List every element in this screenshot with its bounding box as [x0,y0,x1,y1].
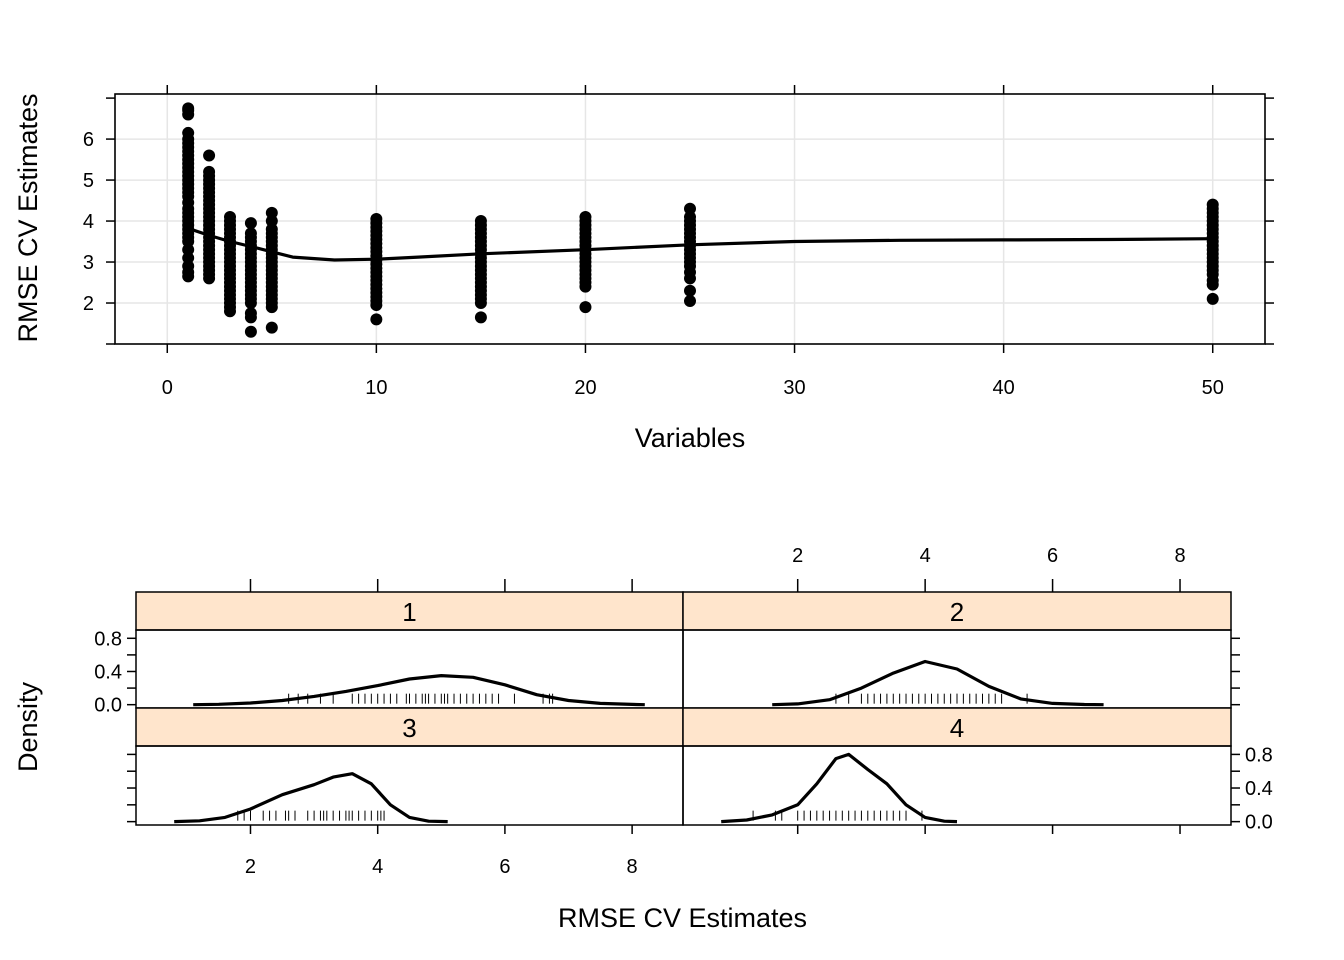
plot-frame [114,93,1266,345]
strip-background [135,591,684,631]
rug [835,693,1028,704]
x-tick-label: 40 [993,377,1015,399]
data-point [265,321,278,334]
y-tick-label-right: 0.8 [1245,744,1273,766]
x-axis-title: RMSE CV Estimates [558,903,807,933]
density-curve [772,659,1104,707]
panel-frame [682,745,1232,826]
panel-2: 2 [682,591,1232,709]
x-tick-label-top: 6 [1047,545,1058,567]
density-curve [193,674,645,707]
point-series [182,102,1219,338]
data-point [684,202,696,215]
data-point [182,108,195,121]
data-point [224,305,236,318]
y-tick-label: 0.8 [94,628,122,650]
scatter-plot: 0 10 20 30 40 50 2 3 4 5 6 Variables RMSE CV Estim… [13,85,1274,453]
strip-background [135,707,684,747]
strip-background [682,591,1232,631]
density-curve [174,772,448,824]
y-tick-label: 0.4 [94,661,122,683]
data-point [244,311,257,324]
x-tick-label: 20 [574,377,596,399]
x-tick-label: 6 [499,856,510,878]
x-tick-label: 4 [372,856,383,878]
data-point [244,297,257,310]
data-point [182,243,195,256]
data-point [265,206,278,219]
data-point [684,272,696,285]
y-axis-title: Density [13,681,43,772]
strip-background [682,707,1232,747]
data-point [265,301,278,314]
rug [288,693,554,704]
data-point [265,215,278,228]
y-tick-label: 5 [83,170,94,192]
data-point [370,313,383,326]
strip-label: 4 [950,713,964,743]
data-point [474,311,487,324]
x-tick-label-top: 4 [920,545,931,567]
x-tick-label: 30 [783,377,805,399]
data-point [579,280,592,293]
data-point [684,294,696,307]
data-point [474,297,487,310]
panel-frame [135,745,684,826]
y-tick-label: 0.0 [94,695,122,717]
strip-label: 1 [402,597,416,627]
x-tick-label: 0 [162,377,173,399]
data-point [182,235,195,248]
rug [237,810,385,821]
y-tick-label: 2 [83,293,94,315]
data-point [182,251,195,264]
panel-3: 3 [135,707,684,826]
x-tick-label: 8 [627,856,638,878]
density-curve [721,752,958,824]
data-point [370,299,383,312]
x-tick-label: 10 [365,377,387,399]
x-axis-title: Variables [635,423,746,453]
data-point [244,325,257,338]
data-point [203,272,216,285]
x-tick-label: 50 [1202,377,1224,399]
y-tick-label-right: 0.4 [1245,778,1273,800]
data-point [203,149,216,162]
strip-label: 2 [950,597,964,627]
smooth-curve [187,226,1213,262]
y-tick-label: 4 [83,211,94,233]
y-axis-title: RMSE CV Estimates [13,93,43,342]
data-point [684,284,696,297]
panel-1: 1 [135,591,684,709]
data-point [1206,278,1219,291]
axes: 0 10 20 30 40 50 2 3 4 5 6 [83,85,1274,399]
data-point [244,217,257,230]
x-tick-label-top: 2 [792,545,803,567]
x-tick-label: 2 [245,856,256,878]
y-tick-label-right: 0.0 [1245,812,1273,834]
x-tick-label-top: 8 [1174,545,1185,567]
smooth-line [187,226,1213,262]
strip-label: 3 [402,713,416,743]
panel-grid: 1 2 3 4 [135,591,1232,826]
data-point [1206,292,1219,305]
density-panels: 1 2 3 4 2 2 4 4 6 6 8 8 0.0 0.0 0.4 0.4 0.8 0.8 RMSE CV … [13,545,1273,933]
panel-4: 4 [682,707,1232,826]
y-tick-label: 6 [83,129,94,151]
data-point [182,270,195,283]
axes: 2 2 4 4 6 6 8 8 0.0 0.0 0.4 0.4 0.8 0.8 [94,545,1273,878]
data-point [579,301,592,314]
rug [752,810,923,821]
y-tick-label: 3 [83,252,94,274]
